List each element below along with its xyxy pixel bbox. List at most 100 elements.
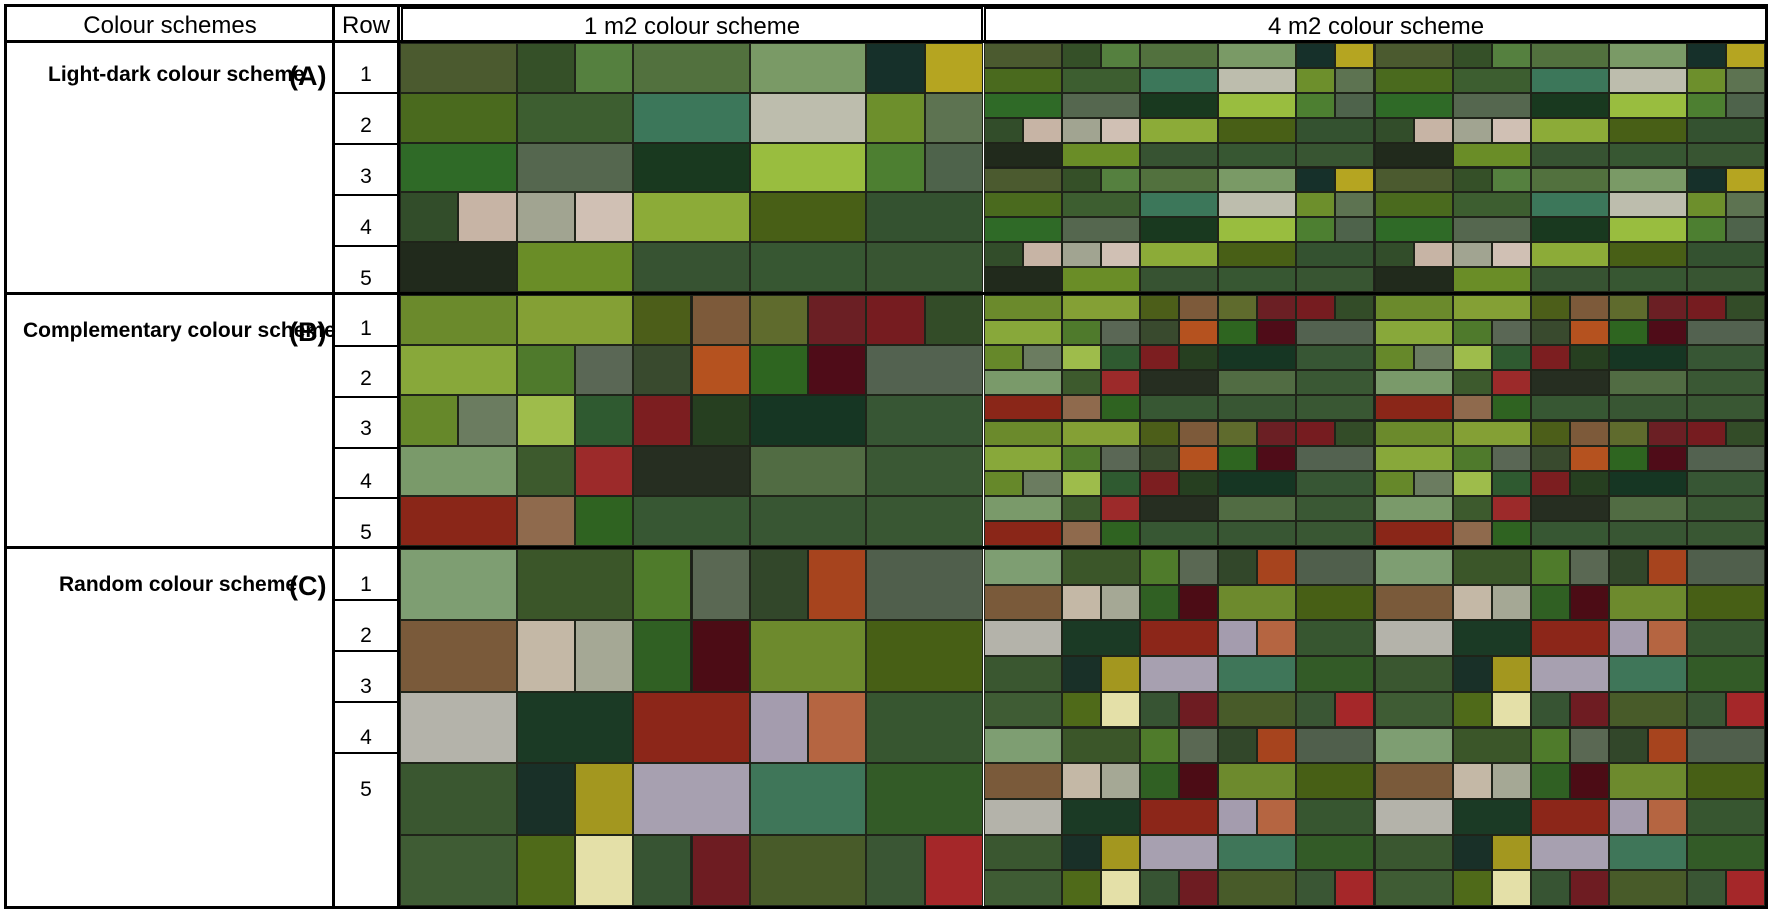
colour-cell (1179, 470, 1219, 496)
colour-cell (1491, 370, 1531, 396)
header-colour-schemes: Colour schemes (83, 12, 257, 39)
colour-cell (1530, 445, 1570, 471)
colour-cell (984, 620, 1063, 657)
colour-cell (1296, 242, 1375, 268)
header-4m2-colour-scheme: 4 m2 colour scheme (984, 7, 1768, 45)
colour-cell (984, 584, 1063, 621)
colour-cell (1608, 167, 1687, 193)
row-separator (335, 752, 397, 754)
colour-cell (1218, 217, 1297, 243)
colour-cell (1608, 217, 1687, 243)
colour-cell (1062, 470, 1102, 496)
colour-cell (1413, 242, 1453, 268)
colour-cell (924, 142, 983, 193)
colour-cell (1452, 691, 1492, 728)
colour-cell (1257, 320, 1297, 346)
colour-cell (1218, 584, 1297, 621)
row-separator (335, 92, 397, 94)
colour-cell (1335, 67, 1375, 93)
colour-cell (1530, 267, 1609, 292)
colour-cell (866, 763, 983, 835)
colour-cell (1101, 117, 1141, 143)
colour-cell (633, 43, 750, 93)
colour-cell (1179, 445, 1219, 471)
colour-cell (633, 495, 750, 546)
colour-cell (1686, 295, 1726, 321)
colour-cell (866, 834, 925, 906)
colour-cell (1452, 470, 1492, 496)
colour-cell (1218, 142, 1297, 168)
colour-cell (1140, 167, 1219, 193)
colour-cell (1335, 167, 1375, 193)
colour-cell (1569, 870, 1609, 906)
colour-cell (1725, 92, 1765, 118)
colour-cell (1374, 370, 1453, 396)
section-divider-1 (7, 292, 1765, 295)
colour-cell (1140, 67, 1219, 93)
colour-cell (1218, 834, 1297, 871)
section-letter-b: (B) (289, 317, 327, 347)
colour-cell (516, 549, 634, 621)
colour-cell (574, 192, 634, 243)
colour-cell (1296, 345, 1375, 371)
colour-cell (1725, 192, 1765, 218)
colour-cell (1530, 295, 1570, 321)
colour-cell (1452, 549, 1531, 585)
colour-cell (749, 295, 809, 346)
colour-cell (1374, 727, 1453, 764)
row-separator (335, 396, 397, 398)
colour-cell (1101, 656, 1141, 692)
colour-cell (691, 620, 750, 692)
colour-cell (1725, 420, 1765, 446)
colour-cell (516, 691, 634, 764)
colour-cell (1101, 763, 1141, 799)
row-number: 4 (360, 470, 372, 493)
colour-cell (1218, 520, 1297, 546)
colour-cell (1452, 295, 1531, 321)
colour-cell (1686, 445, 1765, 471)
colour-cell (1374, 656, 1453, 692)
colour-cell (749, 242, 867, 292)
colour-cell (1374, 870, 1453, 906)
colour-cell (808, 691, 867, 764)
colour-cell (400, 763, 517, 835)
colour-cell (1218, 420, 1258, 446)
colour-cell (1374, 43, 1453, 68)
colour-cell (1530, 470, 1570, 496)
colour-cell (1062, 320, 1102, 346)
colour-cell (1452, 320, 1492, 346)
colour-cell (984, 142, 1063, 168)
colour-cell (1062, 92, 1141, 118)
colour-cell (1374, 192, 1453, 218)
colour-cell (400, 495, 517, 546)
colour-cell (1569, 420, 1609, 446)
colour-cell (1218, 691, 1297, 728)
colour-cell (1530, 656, 1609, 692)
colour-cell (1062, 798, 1141, 835)
colour-cell (1452, 217, 1531, 243)
colour-cell (866, 92, 925, 143)
colour-cell (749, 691, 809, 764)
colour-cell (1608, 656, 1687, 692)
colour-cell (1062, 217, 1141, 243)
colour-cell (1140, 763, 1180, 799)
colour-cell (1179, 295, 1219, 321)
colour-cell (1725, 167, 1765, 193)
colour-cell (1686, 43, 1726, 68)
colour-cell (1062, 167, 1102, 193)
colour-cell (516, 445, 575, 496)
colour-cell (1413, 117, 1453, 143)
colour-cell (1530, 691, 1570, 728)
colour-cell (633, 763, 750, 835)
colour-cell (1608, 798, 1648, 835)
colour-cell (749, 92, 867, 143)
colour-cell (866, 495, 983, 546)
colour-cell (866, 192, 983, 243)
colour-cell (1530, 584, 1570, 621)
colour-cell (1608, 420, 1648, 446)
colour-cell (691, 295, 750, 346)
colour-cell (1608, 242, 1687, 268)
colour-cell (1140, 295, 1180, 321)
colour-cell (400, 142, 517, 193)
colour-cell (516, 763, 575, 835)
